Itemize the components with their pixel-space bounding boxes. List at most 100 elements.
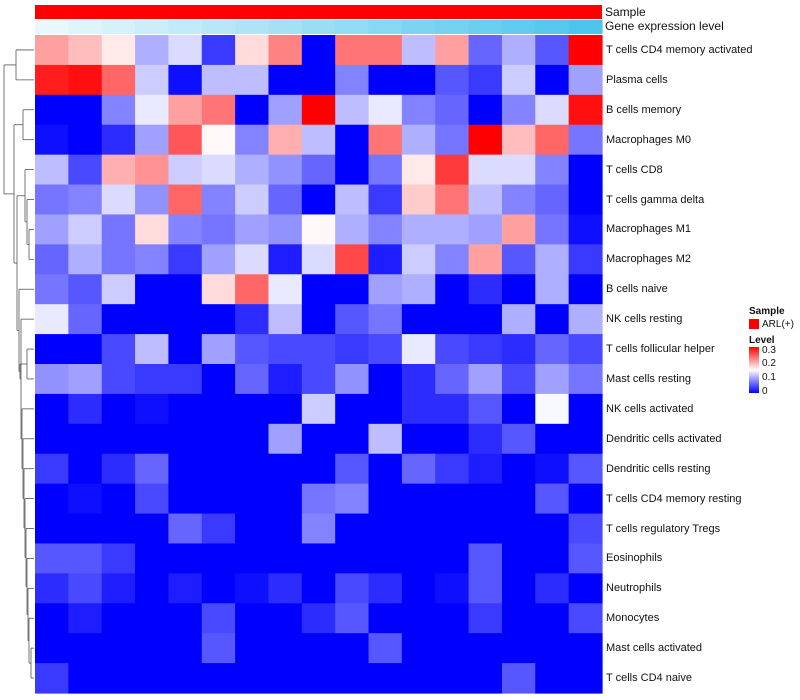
heatmap-cell: [235, 304, 270, 335]
heatmap-cell: [368, 64, 403, 96]
heatmap-cell: [468, 94, 503, 126]
heatmap-cell: [435, 513, 470, 545]
heatmap-cell: [435, 94, 470, 126]
heatmap-cell: [535, 304, 570, 335]
row-label: T cells CD4 memory activated: [606, 44, 753, 56]
heatmap-cell: [535, 603, 570, 634]
heatmap-cell: [268, 453, 303, 485]
heatmap-cell: [401, 453, 436, 485]
heatmap-cell: [135, 393, 170, 425]
heatmap-cell: [501, 334, 536, 365]
heatmap-cell: [335, 364, 370, 395]
heatmap-cell: [268, 364, 303, 395]
heatmap-cell: [101, 393, 136, 425]
row-label: Dendritic cells activated: [606, 432, 722, 445]
heatmap-cell: [368, 274, 403, 305]
heatmap-cell: [501, 154, 536, 186]
heatmap-cell: [135, 35, 170, 66]
heatmap-cell: [368, 573, 403, 604]
heatmap-cell: [368, 154, 403, 186]
heatmap-cell: [168, 64, 203, 96]
heatmap-cell: [235, 214, 270, 245]
heatmap-cell: [301, 513, 336, 545]
heatmap-cell: [35, 573, 69, 604]
heatmap-cell: [435, 663, 470, 694]
heatmap-cell: [368, 214, 403, 245]
heatmap-cell: [535, 393, 570, 425]
heatmap-cell: [301, 573, 336, 604]
heatmap-cell: [501, 483, 536, 515]
heatmap-cell: [501, 304, 536, 335]
heatmap-cell: [201, 334, 236, 365]
heatmap-cell: [268, 663, 303, 694]
heatmap-cell: [235, 603, 270, 634]
legend-sample-title: Sample: [749, 306, 785, 317]
heatmap-cell: [168, 453, 203, 485]
row-label: Macrophages M0: [606, 133, 691, 146]
heatmap-cell: [568, 304, 603, 335]
row-label: T cells CD8: [606, 163, 663, 176]
heatmap-cell: [535, 483, 570, 515]
heatmap-cell: [368, 35, 403, 66]
heatmap-cell: [501, 423, 536, 455]
heatmap-cell: [68, 64, 103, 96]
heatmap-cell: [301, 35, 336, 66]
heatmap-cell: [468, 453, 503, 485]
heatmap-cell: [535, 35, 570, 66]
heatmap-cell: [35, 334, 69, 365]
heatmap-cell: [268, 423, 303, 455]
heatmap-cell: [468, 124, 503, 156]
heatmap-cell: [35, 64, 69, 96]
gene-expression-track-cell: [201, 20, 236, 34]
heatmap-cell: [435, 603, 470, 634]
heatmap-cell: [401, 483, 436, 515]
heatmap-cell: [101, 94, 136, 126]
heatmap-cell: [35, 393, 69, 425]
heatmap-cell: [235, 334, 270, 365]
heatmap-cell: [268, 603, 303, 634]
heatmap-cell: [468, 274, 503, 305]
heatmap-cell: [201, 274, 236, 305]
heatmap-cell: [301, 393, 336, 425]
heatmap-cell: [368, 124, 403, 156]
heatmap-cell: [101, 423, 136, 455]
heatmap-cell: [68, 274, 103, 305]
heatmap-cell: [535, 573, 570, 604]
row-label: T cells follicular helper: [606, 343, 715, 355]
heatmap-cell: [135, 244, 170, 275]
heatmap-cell: [68, 483, 103, 515]
heatmap-cell: [68, 393, 103, 425]
heatmap-cell: [535, 184, 570, 216]
heatmap-cell: [35, 603, 69, 634]
heatmap-cell: [201, 573, 236, 604]
heatmap-cell: [201, 124, 236, 156]
heatmap-cell: [535, 214, 570, 245]
heatmap-cell: [501, 64, 536, 96]
heatmap-cell: [568, 603, 603, 634]
heatmap-cell: [35, 633, 69, 664]
heatmap-cell: [368, 423, 403, 455]
legend-level-title: Level: [749, 335, 775, 346]
heatmap-cell: [68, 603, 103, 634]
heatmap-cell: [68, 304, 103, 335]
track-label-gene-expression: Gene expression level: [605, 19, 724, 33]
heatmap-cell: [335, 64, 370, 96]
heatmap-cell: [401, 573, 436, 604]
heatmap-cell: [135, 453, 170, 485]
heatmap-cell: [201, 633, 236, 664]
heatmap-cell: [135, 364, 170, 395]
heatmap-cell: [535, 513, 570, 545]
heatmap-cell: [35, 423, 69, 455]
heatmap-cell: [568, 64, 603, 96]
heatmap-cell: [535, 94, 570, 126]
heatmap-cell: [68, 154, 103, 186]
heatmap-cell: [68, 364, 103, 395]
heatmap-cell: [435, 244, 470, 275]
heatmap-cell: [268, 214, 303, 245]
heatmap-cell: [101, 64, 136, 96]
gene-expression-track-cell: [568, 20, 603, 34]
heatmap-cell: [301, 364, 336, 395]
heatmap-cell: [135, 124, 170, 156]
heatmap-cell: [501, 124, 536, 156]
